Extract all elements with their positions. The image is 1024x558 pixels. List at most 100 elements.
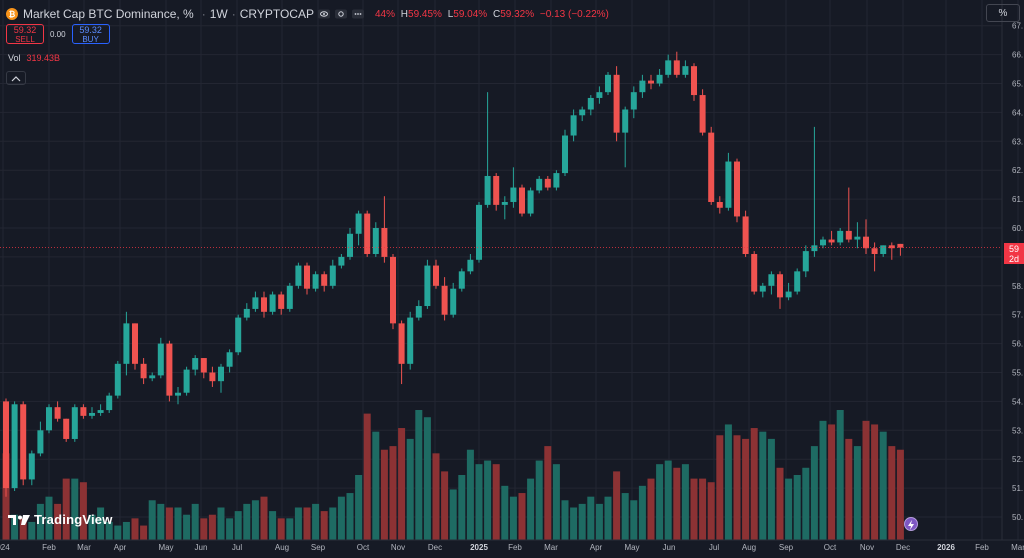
candle-body: [605, 74, 611, 93]
collapse-legend-button[interactable]: [6, 71, 26, 85]
ohlc-values: 44% H59.45% L59.04% C59.32% −0.13 (−0.22…: [375, 9, 609, 20]
volume-bar: [656, 464, 664, 540]
candle-body: [519, 187, 525, 214]
more-icon[interactable]: [351, 8, 365, 20]
time-tick-label: Oct: [357, 543, 370, 552]
time-tick-label: Dec: [428, 543, 442, 552]
candle-body: [562, 135, 568, 174]
candle: [278, 291, 285, 315]
candle: [390, 254, 396, 330]
volume-bar: [372, 431, 380, 540]
candle-body: [183, 369, 190, 393]
buy-button[interactable]: 59.32 BUY: [71, 24, 110, 44]
candle: [407, 311, 414, 370]
volume-bar: [191, 503, 199, 540]
candle: [175, 386, 181, 405]
candle-body: [639, 80, 646, 93]
candle-body: [467, 259, 474, 272]
candle: [63, 418, 70, 442]
candle: [622, 106, 629, 168]
lightning-icon[interactable]: [904, 517, 918, 531]
candle: [536, 175, 543, 194]
candle-body: [252, 297, 259, 309]
scale-mode-badge[interactable]: %: [986, 4, 1020, 22]
volume-bar: [621, 493, 629, 540]
volume-bar: [62, 478, 70, 540]
candle: [312, 271, 319, 292]
price-tick-label: 65.: [1012, 80, 1023, 89]
time-tick-label: Sep: [779, 543, 794, 552]
candle-body: [751, 254, 758, 292]
candle-body: [785, 291, 792, 298]
candle: [605, 71, 611, 96]
time-tick-label: Mar: [1011, 543, 1024, 552]
price-tick-label: 66.: [1012, 51, 1023, 60]
candle: [682, 60, 689, 78]
volume-bar: [802, 467, 810, 540]
volume-value: 319.43B: [26, 53, 61, 63]
symbol-title[interactable]: Market Cap BTC Dominance, %: [23, 7, 194, 21]
time-tick-label: Feb: [508, 543, 522, 552]
volume-bar: [251, 500, 259, 540]
candle-body: [149, 375, 156, 379]
candle-body: [123, 323, 130, 364]
candle-body: [415, 306, 422, 318]
candle-body: [175, 392, 181, 396]
tradingview-logo[interactable]: TradingView: [8, 512, 113, 527]
candle: [570, 109, 577, 142]
candle: [708, 126, 715, 205]
candle-body: [708, 132, 715, 202]
volume-bar: [810, 446, 818, 540]
time-tick-label: 2025: [470, 543, 488, 552]
candle-body: [63, 418, 70, 439]
eye-icon[interactable]: [317, 8, 331, 20]
volume-bar: [19, 518, 27, 540]
volume-bar: [750, 428, 758, 540]
interval-label[interactable]: 1W: [209, 7, 228, 21]
time-tick-label: Aug: [275, 543, 289, 552]
volume-bar: [208, 514, 216, 540]
volume-bar: [578, 503, 586, 540]
chevron-up-icon: [11, 76, 21, 82]
open-value: 44%: [374, 8, 395, 20]
time-axis[interactable]: 024 Feb Mar Apr May Jun Jul Aug Sep Oct Nov Dec 2025…: [0, 543, 1024, 552]
candle: [20, 401, 27, 486]
candle-body: [794, 271, 801, 292]
volume-bar: [200, 518, 208, 540]
candle-body: [321, 274, 328, 286]
price-tick-label: 50.: [1012, 513, 1023, 522]
price-axis[interactable]: 50.51.52.53.54.55.56.57.58.59.60.61.62.6…: [1012, 22, 1023, 522]
candle: [742, 210, 749, 257]
volume-bar: [148, 500, 156, 540]
candle: [218, 363, 224, 393]
candle: [725, 152, 732, 211]
settings-icon[interactable]: [334, 8, 348, 20]
candle: [3, 398, 9, 497]
volume-bar: [681, 464, 689, 540]
candle: [157, 337, 164, 379]
time-tick-label: Feb: [42, 543, 56, 552]
candle-body: [742, 216, 749, 255]
low-key: L: [447, 8, 454, 20]
change-value: −0.13 (−0.22%): [539, 8, 609, 20]
candle-body: [46, 407, 52, 431]
candle: [510, 167, 517, 208]
volume-bar: [269, 511, 277, 540]
candle-body: [802, 251, 809, 272]
volume-bar: [733, 435, 741, 540]
buy-price: 59.32: [79, 25, 102, 35]
volume-bar: [862, 420, 870, 540]
volume-bar: [888, 446, 896, 540]
candle: [433, 259, 439, 289]
price-tick-label: 55.: [1012, 369, 1023, 378]
sell-button[interactable]: 59.32 SELL: [6, 24, 44, 44]
candle-body: [89, 412, 95, 416]
candle-body: [243, 308, 250, 318]
candle-body: [20, 404, 27, 480]
time-tick-label: May: [158, 543, 173, 552]
candle: [200, 358, 207, 379]
time-tick-label: Apr: [114, 543, 127, 552]
candle-body: [888, 245, 895, 249]
candle: [759, 282, 766, 298]
